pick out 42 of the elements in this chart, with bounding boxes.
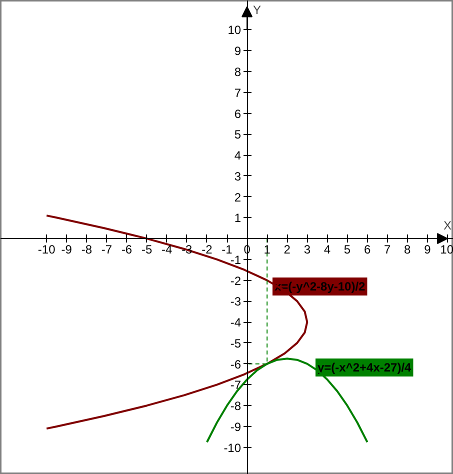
annotation: y=(-x^2+4x-27)/4	[318, 360, 412, 374]
x-tick-label: -2	[202, 242, 213, 257]
y-tick-label: -4	[230, 316, 242, 330]
y-tick-label: -3	[230, 294, 242, 309]
x-tick-label: -4	[162, 242, 173, 257]
y-tick-label: 4	[234, 148, 242, 163]
y-tick-label: -10	[224, 440, 242, 455]
y-tick-label: -8	[230, 399, 242, 414]
x-tick-label: 5	[344, 242, 351, 257]
x-tick-label: -10	[38, 242, 56, 257]
x-tick-label: 9	[424, 242, 432, 257]
y-tick-label: 7	[234, 86, 242, 100]
x-tick-label: 1	[264, 242, 271, 257]
x-tick-label: 7	[384, 242, 392, 257]
annotation: x=(-y^2-8y-10)/2	[274, 280, 366, 294]
y-tick-label: 1	[234, 211, 242, 226]
y-tick-label: 6	[234, 106, 242, 121]
y-tick-label: -6	[230, 357, 242, 372]
y-tick-label: 10	[228, 23, 242, 38]
x-tick-label: 8	[404, 242, 412, 257]
y-tick-label: 5	[234, 128, 242, 142]
x-tick-label: 4	[324, 242, 331, 257]
x-tick-label: -5	[141, 242, 152, 257]
y-tick-label: 9	[234, 44, 242, 58]
x-tick-label: 2	[284, 242, 291, 257]
y-tick-label: -7	[230, 378, 242, 392]
x-tick-label: -8	[81, 242, 92, 257]
y-tick-label: -2	[230, 274, 242, 288]
x-tick-label: -9	[61, 242, 72, 257]
y-tick-label: -5	[230, 336, 242, 350]
y-tick-label: -9	[230, 420, 242, 434]
x-tick-label: -6	[121, 242, 132, 257]
y-axis-title: Y	[253, 3, 262, 18]
x-tick-label: 10	[440, 242, 453, 257]
x-tick-label: 3	[304, 242, 311, 257]
x-tick-label: -7	[101, 242, 112, 257]
x-tick-label: 6	[364, 242, 371, 257]
y-tick-label: 3	[234, 169, 242, 184]
y-tick-label: -1	[230, 252, 242, 267]
y-tick-label: 2	[234, 190, 242, 204]
x-axis-title: X	[443, 218, 452, 232]
y-tick-label: 8	[234, 64, 242, 79]
